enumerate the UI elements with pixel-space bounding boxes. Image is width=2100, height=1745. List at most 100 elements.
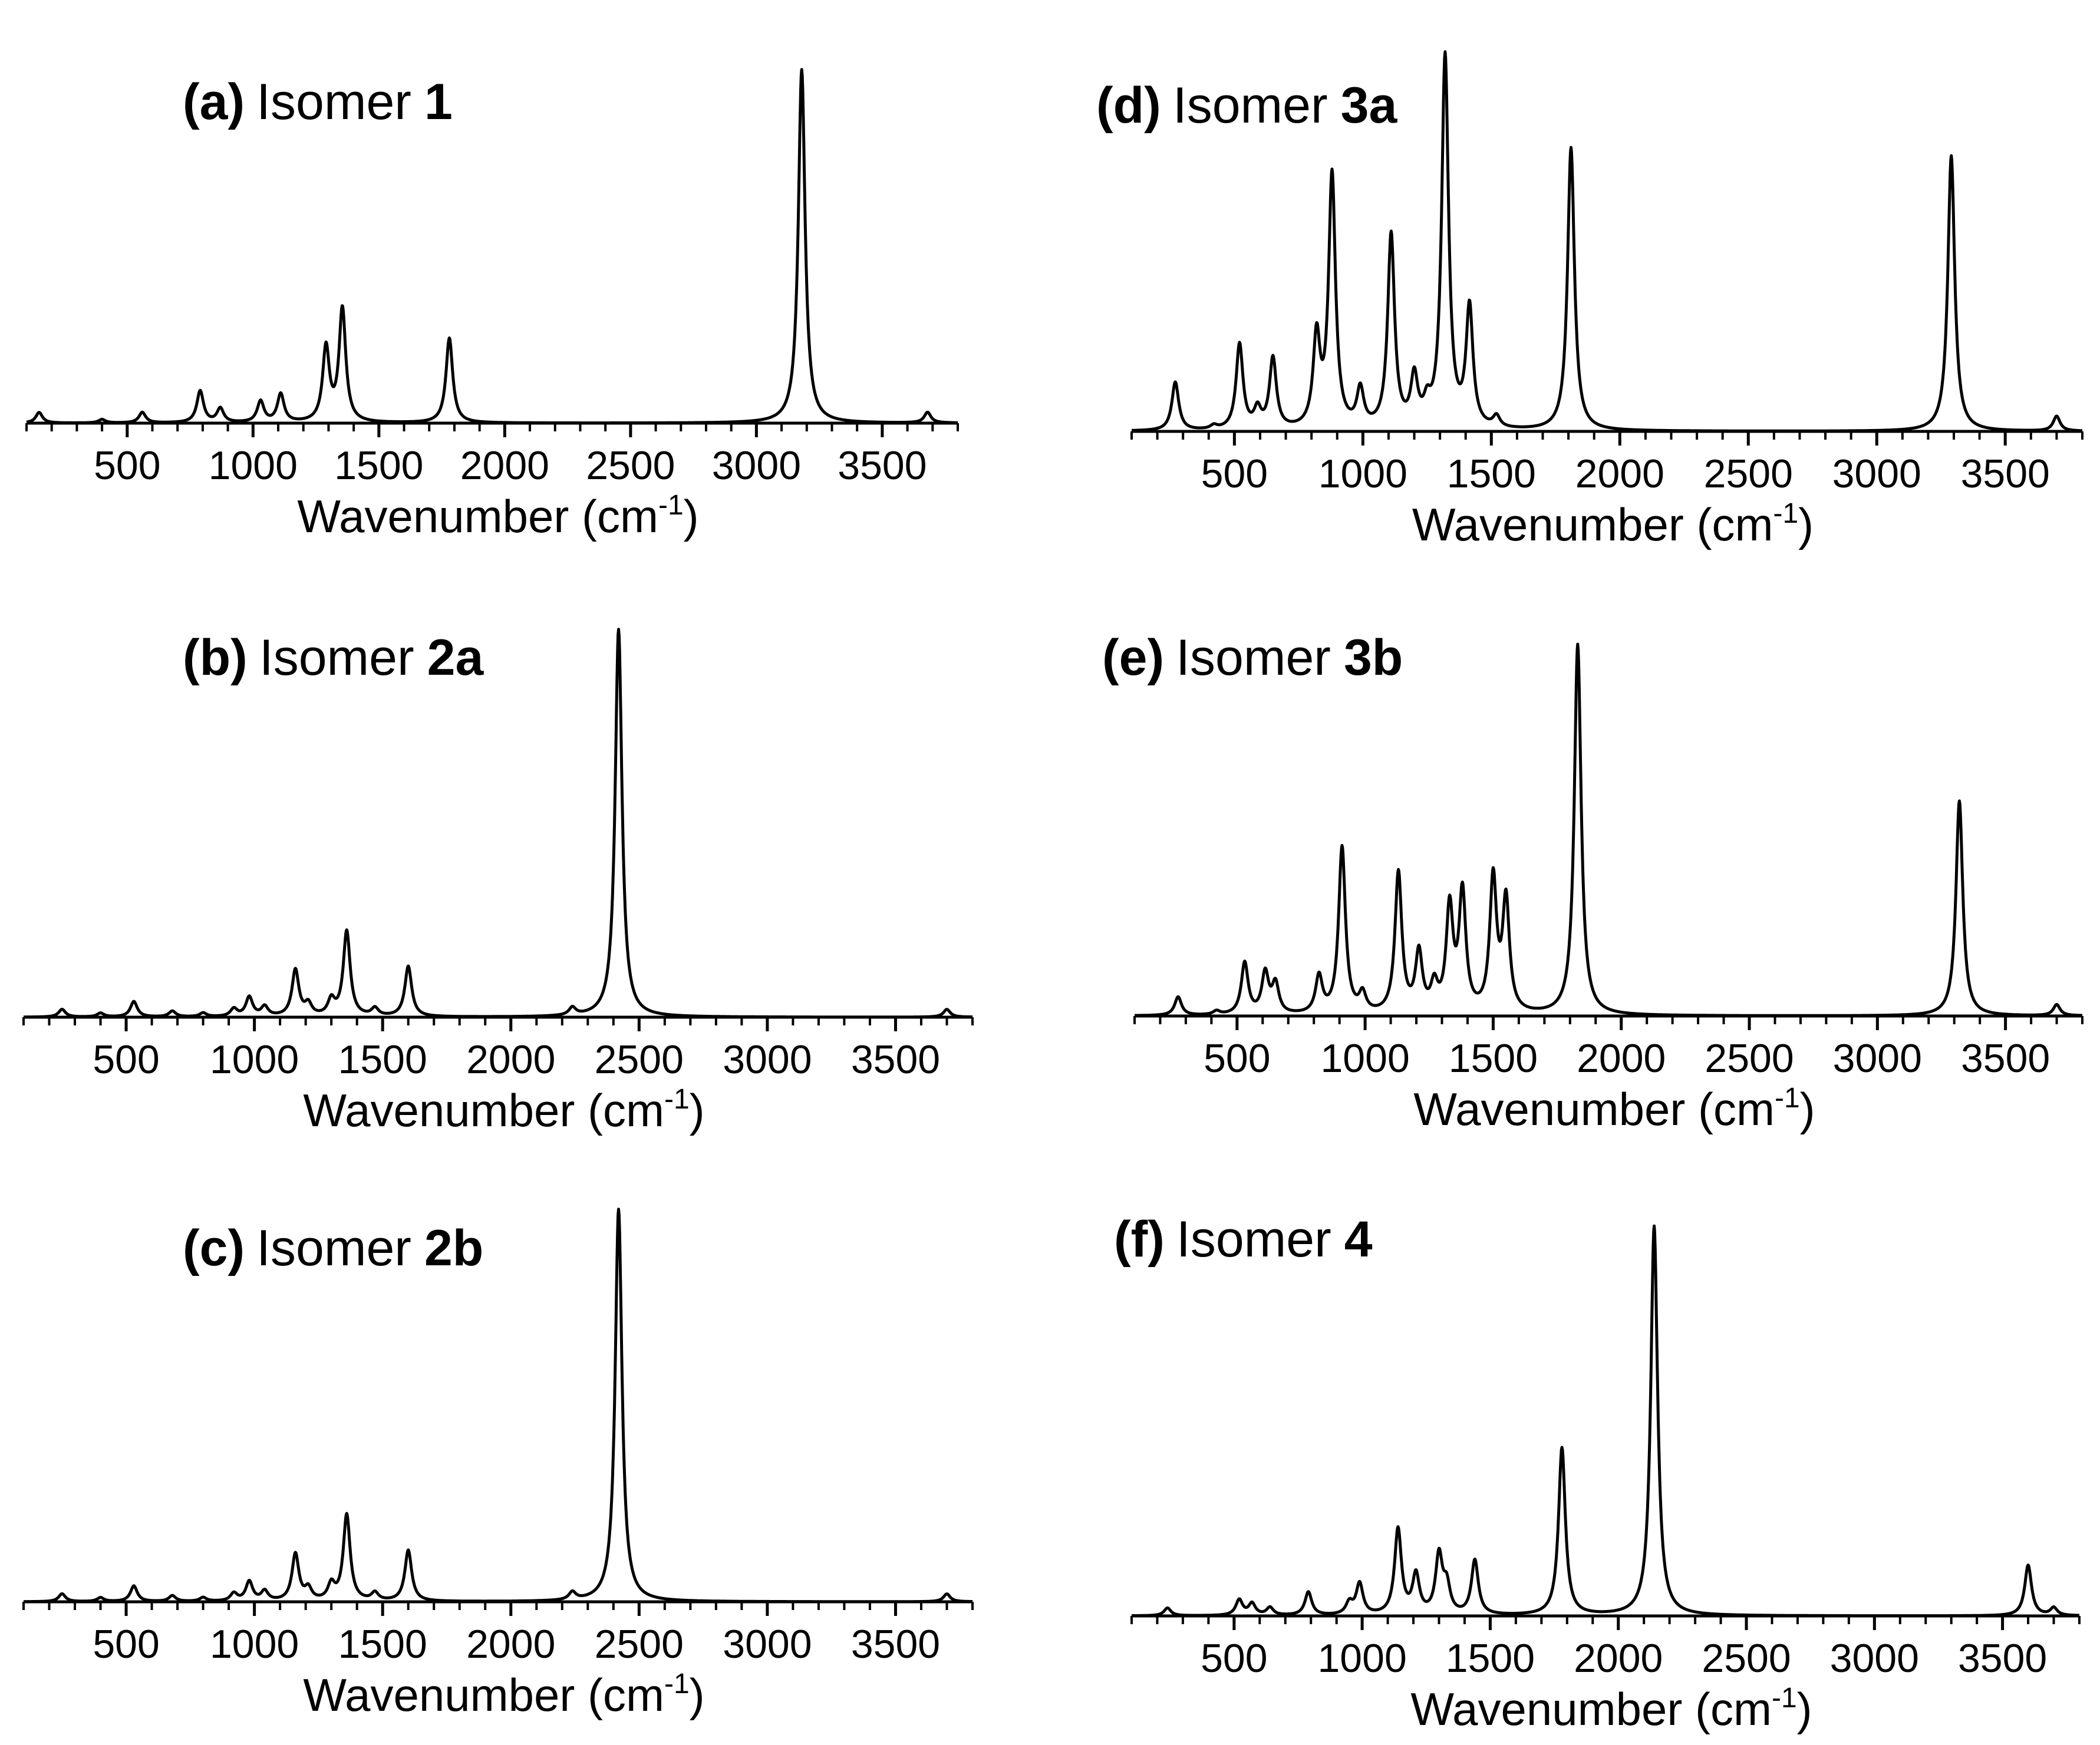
tick-label-e-500: 500	[1204, 1036, 1270, 1081]
tick-label-a-2500: 2500	[586, 443, 675, 488]
tick-label-d-1000: 1000	[1318, 451, 1407, 496]
panel-label-f: (f) Isomer 4	[1114, 1211, 1373, 1268]
x-axis-title-main: Wavenumber (cm	[297, 490, 658, 542]
panel-c: 500 1000 1500 2000 2500 3000 3500 Wavenumber (c…	[22, 1208, 974, 1721]
x-axis-title-sup: -1	[1772, 1683, 1797, 1714]
x-axis-title-c: Wavenumber (cm-1)	[303, 1668, 704, 1721]
tick-label-b-2500: 2500	[595, 1037, 684, 1082]
tick-label-f-1500: 1500	[1446, 1636, 1535, 1681]
tick-label-a-3500: 3500	[838, 443, 927, 488]
x-axis-title-e: Wavenumber (cm-1)	[1413, 1083, 1815, 1135]
tick-label-e-1500: 1500	[1449, 1036, 1538, 1081]
tick-label-e-1000: 1000	[1320, 1036, 1409, 1081]
tick-label-b-3000: 3000	[723, 1037, 812, 1082]
x-axis-title-main: Wavenumber (cm	[1412, 499, 1773, 550]
x-axis-title-close: )	[1797, 1683, 1812, 1735]
tick-label-f-3000: 3000	[1830, 1636, 1919, 1681]
tick-label-f-1000: 1000	[1317, 1636, 1406, 1681]
tick-label-d-3000: 3000	[1832, 451, 1921, 496]
panel-isomer-id: 4	[1344, 1211, 1373, 1268]
panel-b: 500 1000 1500 2000 2500 3000 3500 Wavenumber (c…	[22, 628, 974, 1136]
x-axis-title-a: Wavenumber (cm-1)	[297, 490, 698, 542]
x-axis-title-sup: -1	[1775, 1083, 1800, 1114]
panel-letter: (f)	[1114, 1211, 1165, 1268]
tick-label-d-2000: 2000	[1575, 451, 1664, 496]
panel-letter: (e)	[1102, 629, 1164, 686]
panel-word: Isomer	[256, 1220, 411, 1276]
panel-letter: (c)	[183, 1220, 245, 1276]
tick-label-c-2000: 2000	[466, 1622, 555, 1667]
spectrum-line-c	[22, 1208, 974, 1604]
x-axis-title-sup: -1	[1773, 498, 1798, 529]
panel-label-a: (a) Isomer 1	[183, 74, 453, 130]
panel-word: Isomer	[1173, 77, 1328, 134]
panel-isomer-id: 3a	[1341, 77, 1398, 134]
tick-label-c-3000: 3000	[723, 1622, 812, 1667]
x-axis-title-main: Wavenumber (cm	[303, 1084, 664, 1136]
tick-label-d-3500: 3500	[1961, 451, 2050, 496]
panel-label-b: (b) Isomer 2a	[183, 629, 484, 686]
panel-isomer-id: 2b	[424, 1220, 483, 1276]
panel-e: 500 1000 1500 2000 2500 3000 3500 Wavenumber (c…	[1102, 629, 2083, 1135]
panel-word: Isomer	[256, 74, 411, 130]
spectrum-line-f	[1130, 1224, 2081, 1618]
panel-word: Isomer	[1176, 1211, 1331, 1268]
panel-label-d: (d) Isomer 3a	[1096, 77, 1397, 134]
tick-label-a-3000: 3000	[712, 443, 801, 488]
tick-label-b-1500: 1500	[338, 1037, 427, 1082]
tick-label-e-3500: 3500	[1961, 1036, 2050, 1081]
panel-word: Isomer	[1176, 629, 1331, 686]
x-axis-title-b: Wavenumber (cm-1)	[303, 1084, 704, 1136]
panel-isomer-id: 3b	[1344, 629, 1403, 686]
tick-label-a-1000: 1000	[209, 443, 298, 488]
tick-label-f-500: 500	[1201, 1636, 1267, 1681]
tick-label-f-2000: 2000	[1574, 1636, 1663, 1681]
panel-d: 500 1000 1500 2000 2500 3000 3500 Wavenumber (c…	[1096, 50, 2083, 550]
spectrum-line-b	[22, 628, 974, 1019]
tick-label-e-2000: 2000	[1577, 1036, 1666, 1081]
tick-label-a-500: 500	[94, 443, 160, 488]
panel-letter: (d)	[1096, 77, 1161, 134]
x-axis-title-close: )	[684, 490, 699, 542]
panel-f: 500 1000 1500 2000 2500 3000 3500 Wavenumber (c…	[1114, 1211, 2081, 1735]
x-axis-title-close: )	[1800, 1083, 1815, 1135]
spectrum-line-a	[25, 68, 959, 425]
tick-label-a-1500: 1500	[334, 443, 423, 488]
tick-label-e-3000: 3000	[1833, 1036, 1922, 1081]
tick-label-d-2500: 2500	[1704, 451, 1793, 496]
x-axis-title-main: Wavenumber (cm	[303, 1669, 664, 1721]
x-axis-title-close: )	[690, 1669, 705, 1721]
x-axis-title-sup: -1	[664, 1084, 690, 1115]
panel-label-e: (e) Isomer 3b	[1102, 629, 1403, 686]
tick-label-c-1500: 1500	[338, 1622, 427, 1667]
x-axis-title-main: Wavenumber (cm	[1413, 1083, 1775, 1135]
panel-a: 500 1000 1500 2000 2500 3000 3500 Wavenumber (c…	[25, 68, 959, 542]
x-axis-title-sup: -1	[658, 490, 684, 521]
x-axis-title-close: )	[690, 1084, 705, 1136]
tick-label-f-3500: 3500	[1958, 1636, 2047, 1681]
tick-label-c-3500: 3500	[851, 1622, 940, 1667]
tick-label-e-2500: 2500	[1705, 1036, 1794, 1081]
tick-label-d-1500: 1500	[1447, 451, 1536, 496]
x-axis-title-sup: -1	[664, 1668, 690, 1700]
x-axis-title-d: Wavenumber (cm-1)	[1412, 498, 1814, 550]
x-axis-title-close: )	[1798, 499, 1814, 550]
tick-label-b-500: 500	[93, 1037, 159, 1082]
panel-isomer-id: 1	[424, 74, 453, 130]
tick-label-c-500: 500	[93, 1622, 159, 1667]
x-axis-title-main: Wavenumber (cm	[1410, 1683, 1772, 1735]
panel-letter: (b)	[183, 629, 248, 686]
tick-label-c-1000: 1000	[210, 1622, 299, 1667]
tick-label-b-2000: 2000	[466, 1037, 555, 1082]
tick-label-b-1000: 1000	[210, 1037, 299, 1082]
spectrum-line-d	[1130, 50, 2083, 433]
panel-label-c: (c) Isomer 2b	[183, 1220, 483, 1276]
tick-label-a-2000: 2000	[460, 443, 549, 488]
panel-isomer-id: 2a	[427, 629, 484, 686]
panel-word: Isomer	[259, 629, 414, 686]
spectrum-line-e	[1133, 642, 2083, 1017]
x-axis-title-f: Wavenumber (cm-1)	[1410, 1683, 1812, 1735]
tick-label-d-500: 500	[1201, 451, 1268, 496]
tick-label-c-2500: 2500	[595, 1622, 684, 1667]
